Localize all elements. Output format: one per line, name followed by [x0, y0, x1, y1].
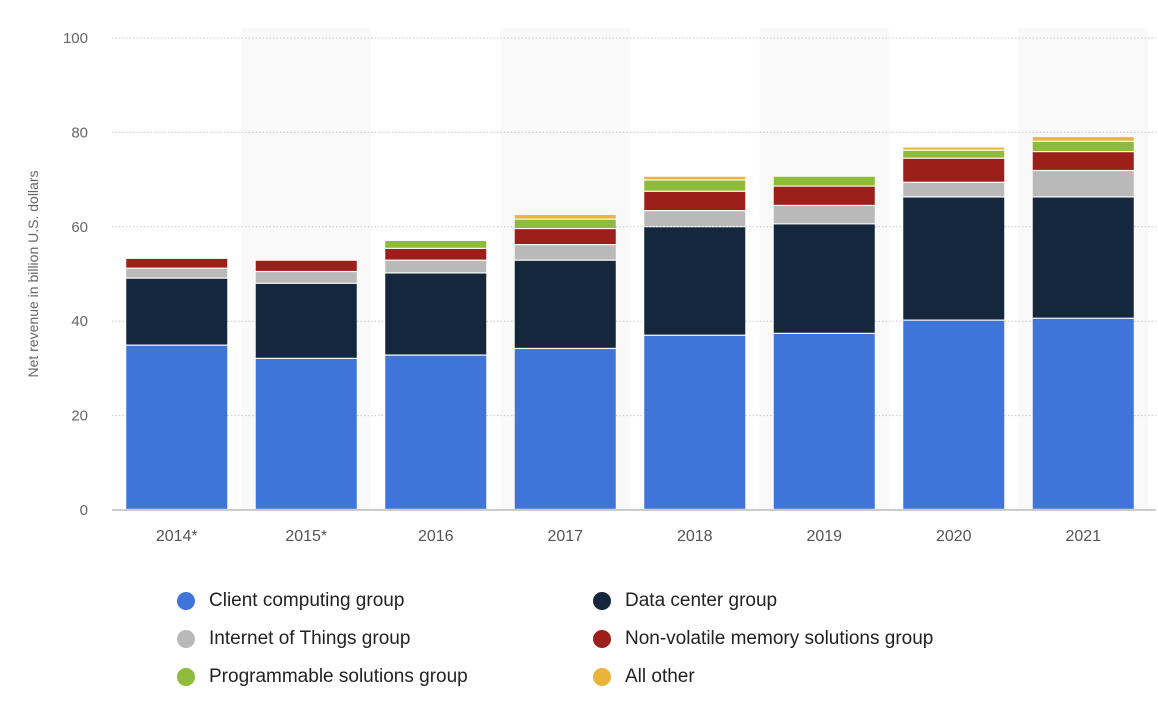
bar-segment — [903, 158, 1005, 182]
y-tick-label: 20 — [71, 408, 88, 425]
bar-segment — [126, 268, 228, 278]
x-tick-label: 2018 — [677, 528, 713, 545]
y-axis-label: Net revenue in billion U.S. dollars — [25, 171, 41, 378]
bar-segment — [903, 150, 1005, 158]
bar-segment — [1032, 141, 1134, 152]
bar-segment — [903, 197, 1005, 320]
legend-label: All other — [625, 666, 695, 687]
y-tick-label: 80 — [71, 124, 88, 141]
bar-segment — [644, 191, 746, 211]
x-tick-label: 2016 — [418, 528, 454, 545]
bar-segment — [385, 248, 487, 260]
y-tick-label: 60 — [71, 219, 88, 236]
bar-segment — [385, 273, 487, 355]
legend-label: Programmable solutions group — [209, 666, 468, 687]
x-tick-labels: 2014* 2015* 2016 2017 2018 2019 2020 2021 — [156, 528, 1101, 545]
bar-segment — [773, 206, 875, 224]
bar-segment — [255, 283, 357, 358]
legend-item-programmable[interactable]: Programmable solutions group — [177, 666, 468, 688]
bar-segment — [644, 227, 746, 335]
bar-segment — [514, 260, 616, 348]
bar-segment — [126, 258, 228, 268]
legend-dot-icon — [593, 630, 611, 648]
bar-segment — [644, 211, 746, 227]
x-tick-label: 2017 — [547, 528, 583, 545]
legend-label: Non-volatile memory solutions group — [625, 628, 934, 649]
legend-label: Internet of Things group — [209, 628, 411, 649]
bar-segment — [1032, 152, 1134, 170]
bar-segment — [1032, 318, 1134, 509]
gridlines — [112, 37, 1156, 511]
bar-segment — [1032, 197, 1134, 318]
y-tick-label: 0 — [80, 502, 88, 519]
x-tick-label: 2019 — [806, 528, 842, 545]
legend-dot-icon — [177, 630, 195, 648]
legend-dot-icon — [593, 592, 611, 610]
bar-segment — [385, 355, 487, 509]
bar-segment — [514, 229, 616, 245]
legend-item-nvm[interactable]: Non-volatile memory solutions group — [593, 628, 933, 650]
y-tick-labels: 0 20 40 60 80 100 — [63, 30, 88, 519]
bar-segment — [514, 245, 616, 260]
x-tick-label: 2015* — [285, 528, 327, 545]
bar-segment — [514, 349, 616, 509]
legend-dot-icon — [593, 668, 611, 686]
bar-segment — [514, 215, 616, 219]
bar-segment — [255, 272, 357, 283]
legend-dot-icon — [177, 592, 195, 610]
bar-segment — [385, 240, 487, 248]
y-tick-label: 40 — [71, 313, 88, 330]
bar-segment — [644, 176, 746, 180]
bar-segment — [644, 335, 746, 509]
legend-item-data-center[interactable]: Data center group — [593, 590, 777, 612]
bar-segment — [126, 278, 228, 345]
bar-segment — [903, 320, 1005, 509]
bar-segment — [773, 176, 875, 186]
bars — [126, 137, 1134, 509]
bar-segment — [385, 260, 487, 273]
y-tick-label: 100 — [63, 30, 88, 47]
x-tick-label: 2014* — [156, 528, 198, 545]
bar-segment — [903, 147, 1005, 150]
legend-item-client-computing[interactable]: Client computing group — [177, 590, 404, 612]
bar-segment — [644, 180, 746, 191]
legend-label: Data center group — [625, 590, 778, 611]
legend-label: Client computing group — [209, 590, 405, 611]
x-tick-label: 2021 — [1065, 528, 1101, 545]
bar-segment — [773, 224, 875, 333]
legend-dot-icon — [177, 668, 195, 686]
bar-segment — [255, 358, 357, 509]
bar-segment — [773, 333, 875, 509]
bar-segment — [1032, 171, 1134, 197]
bar-segment — [126, 345, 228, 509]
bar-segment — [903, 182, 1005, 197]
bar-segment — [514, 219, 616, 228]
bar-segment — [773, 186, 875, 205]
legend-item-iot[interactable]: Internet of Things group — [177, 628, 410, 650]
legend-item-all-other[interactable]: All other — [593, 666, 695, 688]
bar-segment — [255, 260, 357, 271]
bar-segment — [1032, 137, 1134, 141]
x-tick-label: 2020 — [936, 528, 972, 545]
